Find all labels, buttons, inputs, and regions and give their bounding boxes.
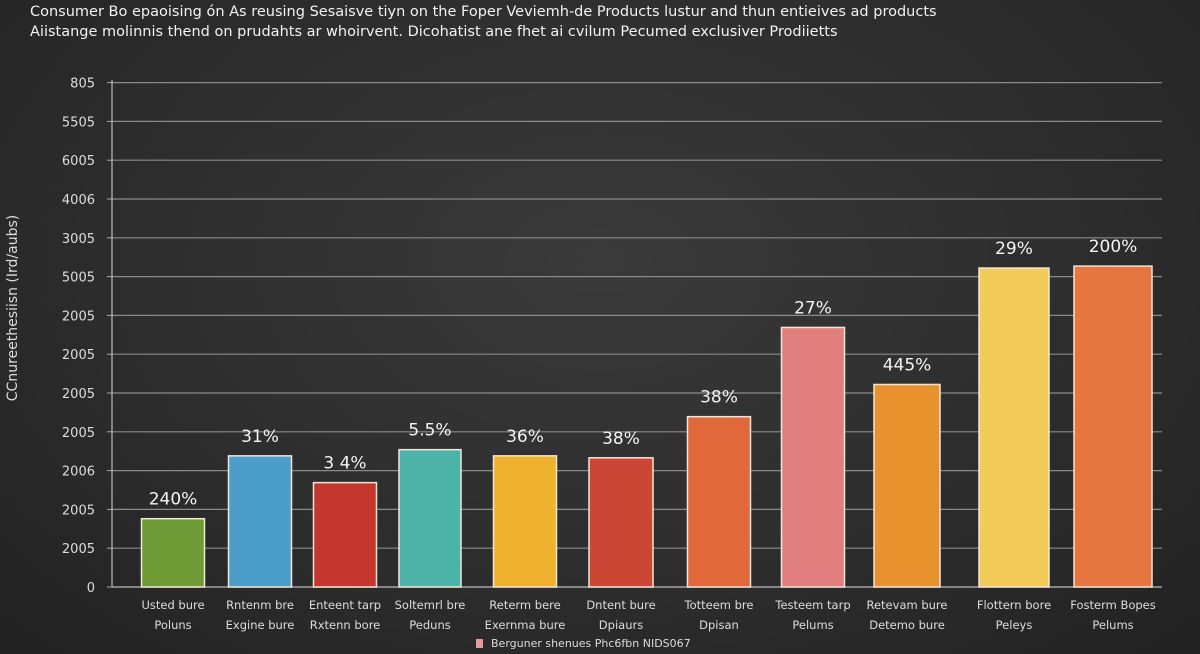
bar [978,267,1050,588]
x-tick-label-line: Flottern bore [976,598,1052,612]
x-tick-label: Soltemrl bre Peduns [375,595,485,635]
x-tick-label: Enteent tarp Rxtenn bore [290,595,400,635]
x-tick-label-line: Peduns [409,618,451,632]
data-label: 29% [995,239,1033,259]
data-label: 36% [506,427,544,447]
bar [1073,265,1153,588]
data-label: 38% [602,429,640,449]
x-tick-label-line: Fosterm Bopes [1070,598,1156,612]
bar [312,481,378,588]
chart-title: Consumer Bo epaoising ón As reusing Sesa… [30,4,937,20]
bar [398,448,462,588]
x-tick-label: Usted bure Poluns [118,595,228,635]
x-tick-label-line: Dpisan [699,618,739,632]
y-tick-label: 2005 [62,309,95,324]
bar [492,455,558,588]
x-tick-label: Testeem tarp Pelums [758,595,868,635]
y-tick-label: 4006 [62,193,95,208]
x-tick-label-line: Exernma bure [484,618,566,632]
x-tick-label-line: Dntent bure [586,598,656,612]
x-tick-label-line: Detemo bure [869,618,945,632]
x-tick-label: Fosterm Bopes Pelums [1058,595,1168,635]
y-tick-label: 2005 [62,503,95,518]
bar [588,457,654,588]
chart-subtitle: Aiistange molinnis thend on prudahts ar … [30,24,838,40]
data-label: 31% [241,427,279,447]
x-tick-label-line: Usted bure [141,598,205,612]
legend-swatch [476,639,483,648]
x-tick-label-line: Poluns [154,618,192,632]
x-tick-label-line: Rxtenn bore [309,618,381,632]
data-label: 240% [149,490,198,510]
y-tick-label: 2005 [62,387,95,402]
bar [227,455,293,588]
y-tick-label: 5505 [62,115,95,130]
y-tick-label: 2005 [62,426,95,441]
y-tick-label: 2005 [62,542,95,557]
x-tick-label: Rntenm bre Exgine bure [205,595,315,635]
data-label: 27% [794,298,832,318]
x-tick-label: Retevam bure Detemo bure [852,595,962,635]
x-tick-label-line: Reterm bere [489,598,561,612]
y-tick-label: 3005 [62,232,95,247]
data-label: 5.5% [408,421,451,441]
x-tick-label-line: Exgine bure [225,618,295,632]
bar [140,517,206,588]
x-tick-label-line: Totteem bre [684,598,754,612]
x-tick-label-line: Dpiaurs [598,618,644,632]
y-tick-label: 5005 [62,271,95,286]
data-label: 200% [1089,237,1138,257]
y-tick-label: 2006 [62,465,95,480]
x-tick-label: Totteem bre Dpisan [664,595,774,635]
data-label: 38% [700,388,738,408]
x-tick-label-line: Retevam bure [866,598,948,612]
legend: Berguner shenues Phc6fbn NIDS067 [476,637,691,650]
y-tick-label: 0 [87,581,95,596]
x-tick-label-line: Pelums [1092,618,1134,632]
x-tick-label-line: Enteent tarp [308,598,382,612]
y-tick-label: 6005 [62,154,95,169]
data-label: 3 4% [323,454,366,474]
x-tick-label-line: Peleys [995,618,1033,632]
x-tick-label: Flottern bore Peleys [959,595,1069,635]
legend-label: Berguner shenues Phc6fbn NIDS067 [491,637,691,650]
x-tick-label-line: Rntenm bre [226,598,294,612]
bar [686,415,752,588]
x-tick-label-line: Pelums [792,618,834,632]
data-label: 445% [883,355,932,375]
x-tick-label-line: Soltemrl bre [394,598,466,612]
x-tick-label: Reterm bere Exernma bure [470,595,580,635]
y-tick-label: 805 [70,77,95,92]
y-tick-label: 2005 [62,348,95,363]
bar [873,383,941,588]
x-tick-label-line: Testeem tarp [775,598,851,612]
bar [780,326,846,588]
x-tick-label: Dntent bure Dpiaurs [566,595,676,635]
